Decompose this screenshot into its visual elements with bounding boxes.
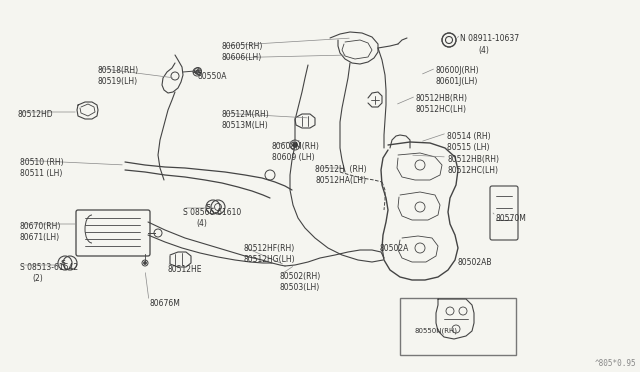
Text: 80670(RH): 80670(RH) (20, 222, 61, 231)
Text: 80671(LH): 80671(LH) (20, 233, 60, 242)
Text: 80512HF(RH): 80512HF(RH) (244, 244, 295, 253)
Text: (4): (4) (478, 46, 489, 55)
Text: 80512HA(LH): 80512HA(LH) (315, 176, 366, 185)
Text: 80519(LH): 80519(LH) (97, 77, 137, 86)
Text: 80600J(RH): 80600J(RH) (436, 66, 479, 75)
Text: S 08513-61642: S 08513-61642 (20, 263, 78, 272)
Text: 80510 (RH): 80510 (RH) (20, 158, 63, 167)
Text: 80676M: 80676M (149, 299, 180, 308)
Text: 80550A: 80550A (198, 72, 227, 81)
Text: N 08911-10637: N 08911-10637 (460, 34, 519, 43)
Text: 80609 (LH): 80609 (LH) (272, 153, 315, 162)
Circle shape (144, 262, 146, 264)
Circle shape (292, 142, 298, 148)
Text: 80570M: 80570M (496, 214, 527, 223)
Text: 80512HG(LH): 80512HG(LH) (244, 255, 296, 264)
Text: 80608M(RH): 80608M(RH) (272, 142, 320, 151)
Text: 80512H  (RH): 80512H (RH) (315, 165, 367, 174)
Text: 80515 (LH): 80515 (LH) (447, 143, 490, 152)
Text: (4): (4) (196, 219, 207, 228)
Text: (2): (2) (32, 274, 43, 283)
Text: 80518(RH): 80518(RH) (97, 66, 138, 75)
Text: 80606(LH): 80606(LH) (222, 53, 262, 62)
Circle shape (195, 71, 198, 74)
Text: 80512HC(LH): 80512HC(LH) (416, 105, 467, 114)
Text: S: S (61, 260, 65, 266)
Text: 80601J(LH): 80601J(LH) (436, 77, 478, 86)
Text: 80550N(RH): 80550N(RH) (415, 328, 458, 334)
Text: 80502AB: 80502AB (457, 258, 492, 267)
Text: 80512HD: 80512HD (18, 110, 54, 119)
Text: 80513M(LH): 80513M(LH) (222, 121, 269, 130)
Text: 80502(RH): 80502(RH) (280, 272, 321, 281)
Text: 80605(RH): 80605(RH) (222, 42, 264, 51)
Text: 80512HE: 80512HE (168, 265, 202, 274)
Text: 80512HB(RH): 80512HB(RH) (447, 155, 499, 164)
Bar (400, 298, 516, 355)
FancyBboxPatch shape (490, 186, 518, 240)
Text: 80512HB(RH): 80512HB(RH) (416, 94, 468, 103)
Text: S 08566-61610: S 08566-61610 (183, 208, 241, 217)
Text: 80512HC(LH): 80512HC(LH) (447, 166, 498, 175)
Text: 80511 (LH): 80511 (LH) (20, 169, 62, 178)
Text: 80502A: 80502A (379, 244, 408, 253)
Text: 80514 (RH): 80514 (RH) (447, 132, 491, 141)
FancyBboxPatch shape (76, 210, 150, 256)
Circle shape (196, 70, 200, 73)
Text: ^805*0.95: ^805*0.95 (595, 359, 636, 368)
Text: 80503(LH): 80503(LH) (280, 283, 320, 292)
Text: S: S (205, 204, 211, 210)
Text: 80512M(RH): 80512M(RH) (222, 110, 269, 119)
